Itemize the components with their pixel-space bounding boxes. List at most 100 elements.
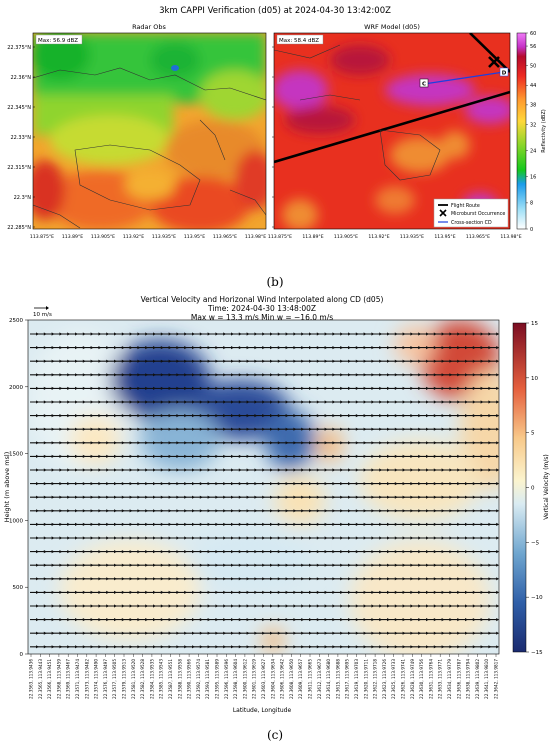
cross-section-tick-label: 22.3582, 113.9528 (140, 659, 145, 699)
panel-c-time: Time: 2024-04-30 13:48:00Z (207, 304, 316, 313)
cross-section-tick-label: 22.3581, 113.9520 (131, 659, 136, 699)
reflectivity-tick-label: 44 (530, 83, 536, 89)
panel-c-xlabel: Latitude, Longitude (233, 707, 292, 714)
cross-section-tick-label: 22.3600, 113.9612 (242, 659, 247, 699)
velocity-tick-label: −10 (531, 595, 543, 601)
x-tick-label: 113.875°E (30, 234, 54, 240)
cross-section-tick-label: 22.3585, 113.9543 (159, 659, 164, 699)
cross-section-tick-label: 22.3588, 113.9558 (177, 659, 182, 699)
cross-section-tick-label: 22.3584, 113.9535 (149, 659, 154, 699)
height-tick-label: 1500 (9, 452, 23, 458)
x-tick-label: 113.905°E (91, 234, 115, 240)
radar-max-label: Max: 56.9 dBZ (38, 38, 78, 44)
cross-section-tick-label: 22.3565, 113.9443 (38, 659, 43, 699)
y-tick-label: 22.375°N (7, 45, 31, 51)
radar-obs-field (33, 33, 266, 229)
cross-section-tick-label: 22.3633, 113.9771 (438, 659, 443, 699)
cross-section-tick-label: 22.3569, 113.9467 (66, 659, 71, 699)
radar-obs-title: Radar Obs (132, 23, 166, 31)
height-tick-label: 2000 (9, 385, 23, 391)
reflectivity-tick-label: 50 (530, 63, 536, 69)
cross-section-tick-label: 22.3592, 113.9574 (196, 659, 201, 699)
wind-vector-row (30, 590, 499, 594)
cross-section-tick-label: 22.3593, 113.9581 (205, 659, 210, 699)
reflectivity-tick-label: 38 (530, 103, 536, 109)
velocity-tick-label: 10 (531, 376, 538, 382)
wind-vector-row (30, 604, 499, 608)
wrf-max-label: Max: 58.4 dBZ (279, 38, 319, 44)
cross-section-tick-label: 22.3630, 113.9756 (419, 659, 424, 699)
point-c-label: C (422, 82, 426, 88)
cross-section-tick-label: 22.3603, 113.9627 (261, 659, 266, 699)
wind-vector-row (30, 550, 499, 554)
cross-section-tick-label: 22.3601, 113.9619 (252, 659, 257, 699)
velocity-tick-label: −15 (531, 650, 543, 656)
cross-section-tick-label: 22.3641, 113.9810 (484, 659, 489, 699)
cross-section-tick-label: 22.3595, 113.9589 (215, 659, 220, 699)
cross-section-tick-label: 22.3571, 113.9474 (75, 659, 80, 699)
panel-b-title: 3km CAPPI Verification (d05) at 2024-04-… (159, 6, 391, 16)
height-tick-label: 1000 (9, 518, 23, 524)
y-tick-label: 22.285°N (7, 225, 31, 231)
legend-cross-section: Cross-section CD (451, 220, 492, 226)
cross-section-tick-label: 22.3619, 113.9703 (354, 659, 359, 699)
y-tick-label: 22.33°N (10, 135, 31, 141)
cross-section-tick-label: 22.3622, 113.9718 (373, 659, 378, 699)
wind-vector-row (30, 332, 499, 336)
cross-section-tick-label: 22.3563, 113.9436 (29, 659, 34, 699)
cross-section-tick-label: 22.3620, 113.9711 (363, 659, 368, 699)
cross-section-tick-label: 22.3573, 113.9482 (84, 659, 89, 699)
panel-c-label: (c) (267, 728, 283, 742)
wind-vector-row (30, 386, 499, 390)
cross-section-tick-label: 22.3617, 113.9695 (345, 659, 350, 699)
x-tick-label: 113.935°E (152, 234, 176, 240)
panel-c-minmax: Max w = 13.3 m/s Min w = −16.0 m/s (191, 313, 333, 322)
wind-reference-label: 10 m/s (33, 312, 52, 318)
cross-section-tick-label: 22.3631, 113.9764 (428, 659, 433, 699)
cross-section-tick-label: 22.3612, 113.9673 (317, 659, 322, 699)
x-tick-label: 113.92°E (123, 234, 144, 240)
y-tick-label: 22.36°N (10, 75, 31, 81)
x-tick-label: 113.965°E (213, 234, 237, 240)
wrf-model-title: WRF Model (d05) (364, 23, 420, 31)
reflectivity-tick-label: 56 (530, 44, 536, 50)
height-tick-label: 0 (20, 652, 24, 658)
x-tick-label: 113.905°E (334, 234, 358, 240)
wind-vector-row (30, 414, 499, 418)
cross-section-tick-label: 22.3636, 113.9787 (456, 659, 461, 699)
cross-section-tick-label: 22.3576, 113.9497 (103, 659, 108, 699)
cross-section-tick-label: 22.3642, 113.9817 (494, 659, 499, 699)
cross-section-tick-label: 22.3626, 113.9741 (401, 659, 406, 699)
wind-vector-row (30, 536, 499, 540)
legend-flight-route: Flight Route (451, 203, 480, 209)
x-tick-label: 113.92°E (368, 234, 389, 240)
x-tick-label: 113.95°E (184, 234, 205, 240)
cross-section-tick-label: 22.3623, 113.9726 (382, 659, 387, 699)
cross-section-tick-label: 22.3590, 113.9566 (187, 659, 192, 699)
x-tick-label: 113.98°E (500, 234, 521, 240)
wind-vector-row (30, 346, 499, 350)
cross-section-tick-label: 22.3604, 113.9634 (270, 659, 275, 699)
x-tick-label: 113.89°E (62, 234, 83, 240)
cross-section-tick-label: 22.3574, 113.9490 (94, 659, 99, 699)
y-tick-label: 22.3°N (14, 195, 32, 201)
cross-section-tick-label: 22.3615, 113.9688 (335, 659, 340, 699)
velocity-colorbar-label: Vertical Velocity (m/s) (543, 454, 550, 519)
cross-section-tick-label: 22.3628, 113.9749 (410, 659, 415, 699)
cross-section-tick-label: 22.3596, 113.9596 (224, 659, 229, 699)
cross-section-tick-label: 22.3608, 113.9650 (289, 659, 294, 699)
legend-microburst: Microburst Occurrence (451, 211, 505, 217)
reflectivity-tick-label: 16 (530, 175, 536, 181)
cross-section-tick-label: 22.3639, 113.9802 (475, 659, 480, 699)
wind-vector-row (30, 482, 499, 486)
reflectivity-colorbar (516, 32, 527, 230)
reflectivity-tick-label: 32 (530, 122, 536, 128)
wind-vector-row (30, 400, 499, 404)
velocity-tick-label: 0 (531, 486, 535, 492)
reflectivity-tick-label: 60 (530, 31, 536, 37)
wind-vector-row (30, 645, 499, 649)
wind-vector-row (30, 563, 499, 567)
wind-vector-row (30, 631, 499, 635)
panel-c-title: Vertical Velocity and Horizonal Wind Int… (141, 295, 384, 304)
